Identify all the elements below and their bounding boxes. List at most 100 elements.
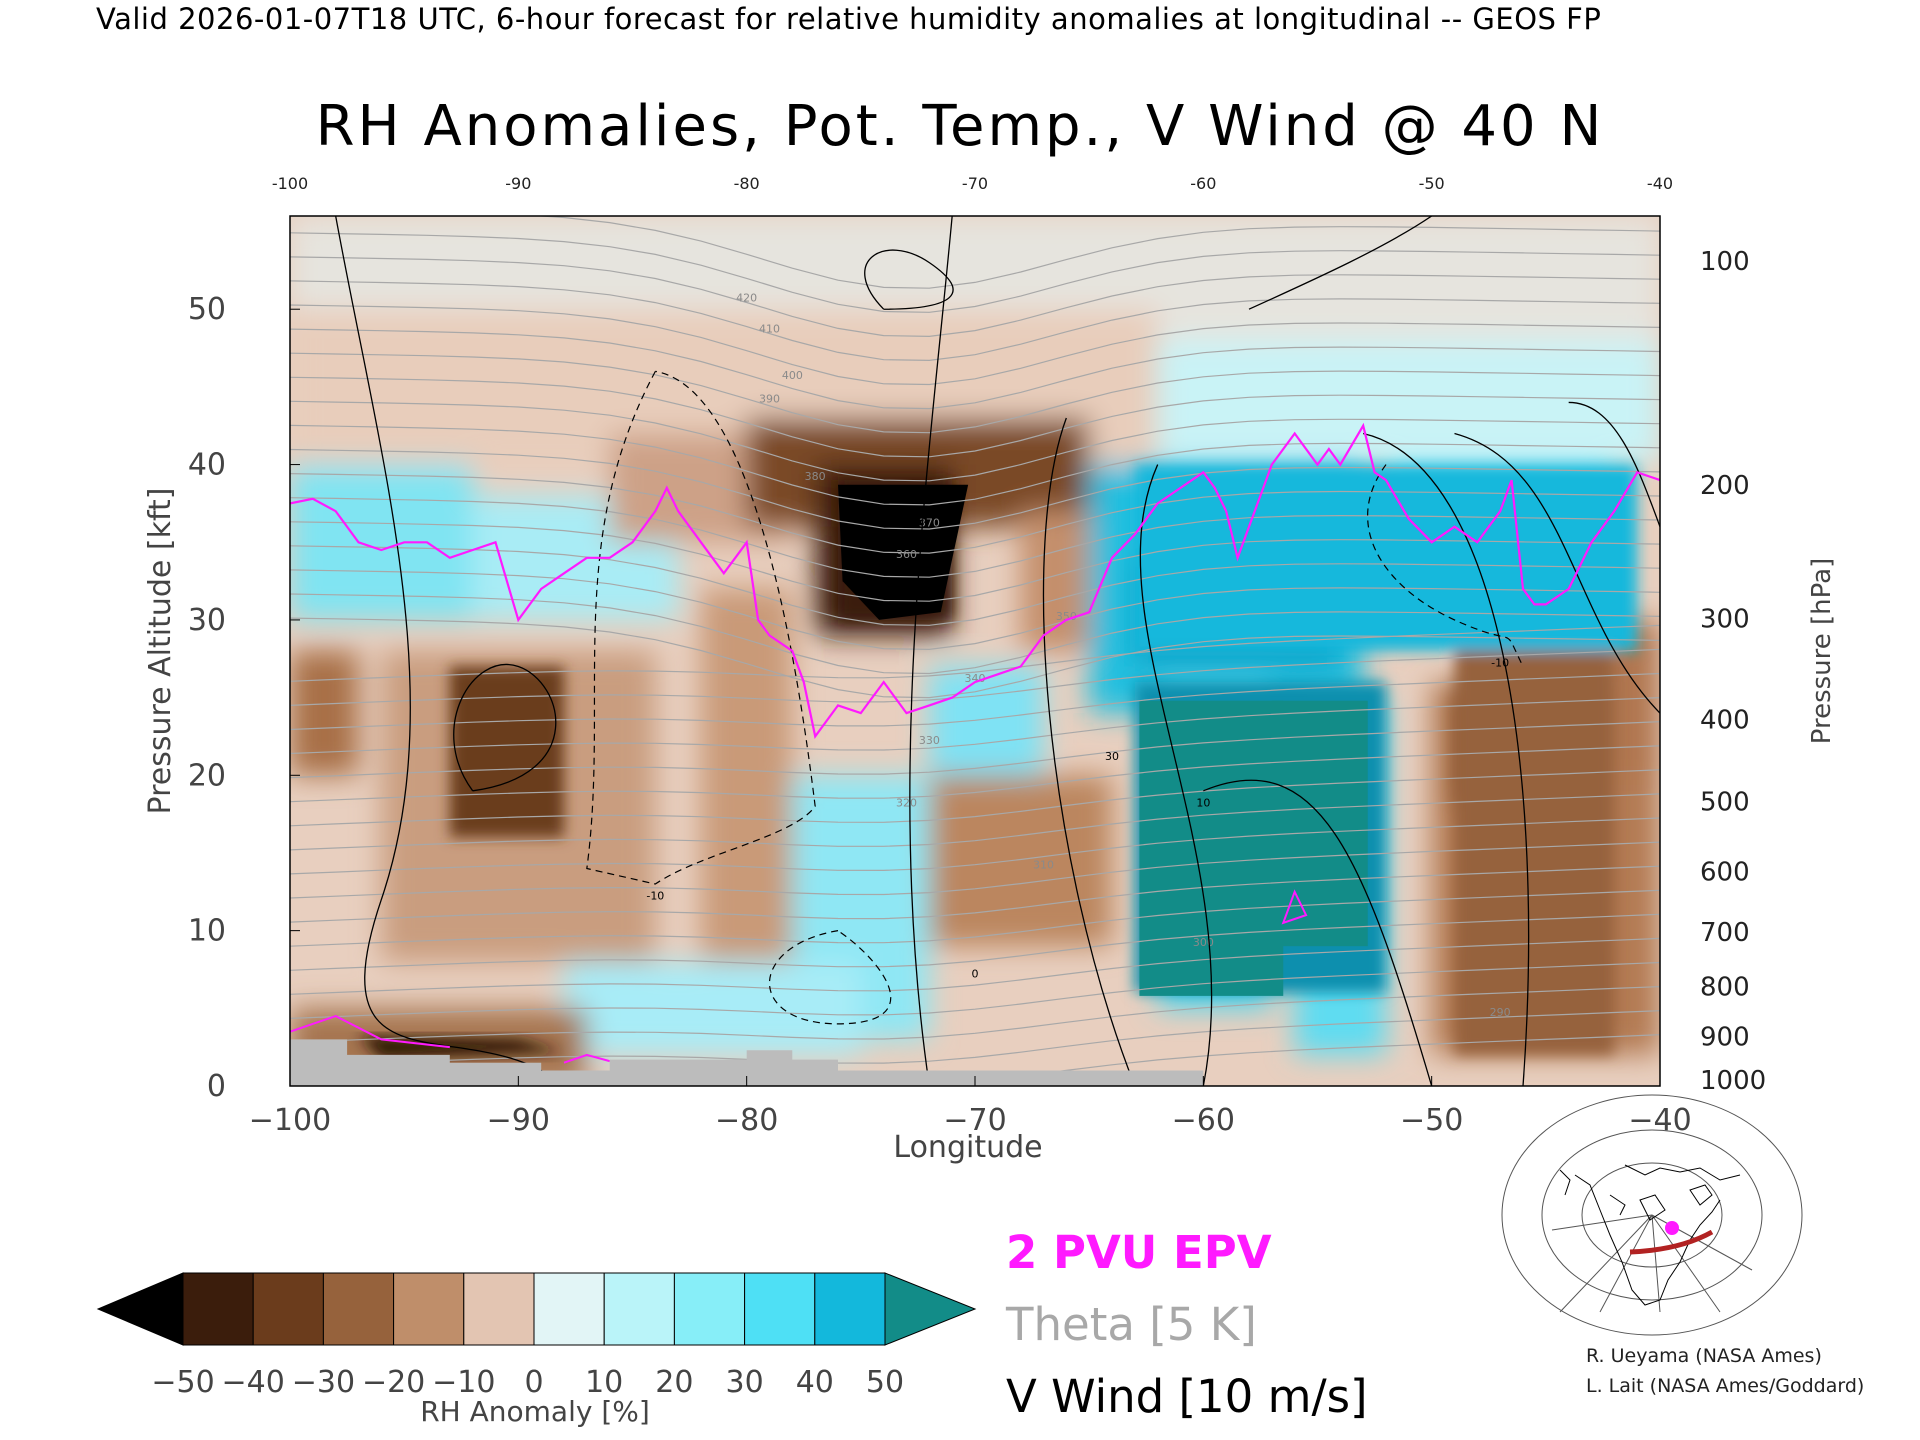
colorbar-tick-label: 30 — [726, 1365, 764, 1400]
v-wind-contour — [864, 249, 954, 310]
pressure-tick-label: 300 — [1700, 604, 1750, 634]
theta-label: 360 — [896, 548, 917, 561]
anomaly-region — [1134, 464, 1638, 651]
theta-contour — [290, 424, 1660, 506]
theta-label: 420 — [736, 291, 757, 304]
x-tick-label: −90 — [487, 1103, 550, 1138]
theta-contour — [290, 841, 1660, 899]
v-wind-label: 30 — [1105, 750, 1119, 763]
credit-ueyama: R. Ueyama (NASA Ames) — [1586, 1345, 1822, 1367]
x-axis: −100 −90 −80 −70 −60 −50 −40 — [249, 1076, 1692, 1138]
theta-contour — [290, 937, 1660, 995]
pressure-tick-label: 100 — [1700, 247, 1750, 277]
y-tick-label: 20 — [188, 758, 226, 793]
colorbar-tick-label: −20 — [362, 1365, 425, 1400]
legend-epv: 2 PVU EPV — [1006, 1226, 1272, 1279]
terrain-mask — [290, 1039, 1204, 1086]
x-top-tick-label: -40 — [1647, 174, 1673, 193]
forecast-header: Valid 2026-01-07T18 UTC, 6-hour forecast… — [96, 2, 1602, 36]
theta-label: 320 — [896, 796, 917, 809]
theta-contours: 2903003103203303403503603703803904004104… — [290, 216, 1660, 1086]
v-wind-label: -10 — [1491, 657, 1509, 670]
theta-contour — [290, 593, 1660, 675]
theta-contour — [290, 521, 1660, 602]
theta-contour — [290, 1010, 1660, 1068]
colorbar-tick-label: −30 — [292, 1365, 355, 1400]
rh-anomaly-field — [290, 216, 1660, 1086]
x-tick-label: −50 — [1400, 1103, 1463, 1138]
y-tick-label: 0 — [207, 1069, 226, 1104]
y-tick-label: 40 — [188, 448, 226, 483]
theta-contour — [290, 497, 1660, 578]
v-wind-label: 0 — [972, 967, 979, 980]
theta-label: 380 — [805, 470, 826, 483]
x-top-tick-label: -100 — [272, 174, 308, 193]
y-axis-altitude: 0 10 20 30 40 50 — [188, 292, 300, 1104]
theta-contour — [290, 256, 1660, 338]
theta-contour — [290, 697, 1660, 755]
theta-label: 290 — [1490, 1006, 1511, 1019]
x-tick-label: −100 — [249, 1103, 331, 1138]
x-top-tick-label: -80 — [734, 174, 760, 193]
theta-contour — [290, 769, 1660, 827]
v-wind-contour — [1203, 779, 1433, 1086]
theta-contour — [290, 672, 1660, 731]
theta-contour — [290, 986, 1660, 1044]
anomaly-region — [449, 666, 564, 838]
theta-contour — [533, 216, 1660, 289]
v-wind-contour-negative — [1367, 464, 1524, 667]
y-tick-label: 50 — [188, 292, 226, 327]
theta-contour — [290, 961, 1660, 1019]
pressure-tick-label: 900 — [1700, 1022, 1750, 1052]
theta-label: 330 — [919, 734, 940, 747]
y2-axis-label: Pressure [hPa] — [1807, 558, 1837, 745]
credit-lait: L. Lait (NASA Ames/Goddard) — [1586, 1375, 1864, 1397]
colorbar-tick-label: 20 — [655, 1365, 693, 1400]
theta-contour — [290, 328, 1660, 410]
colorbar-bin — [533, 1272, 605, 1346]
x-top-tick-label: -90 — [505, 174, 531, 193]
theta-contour — [290, 624, 1660, 682]
locator-map — [1501, 1094, 1803, 1336]
colorbar-bin — [463, 1272, 535, 1346]
pressure-tick-label: 800 — [1700, 973, 1750, 1003]
colorbar-bin — [252, 1272, 324, 1346]
colorbar-tick-label: 40 — [796, 1365, 834, 1400]
colorbar-tick-label: −40 — [222, 1365, 285, 1400]
epv-2pvu-line — [290, 422, 1660, 1064]
v-wind-label: -10 — [646, 890, 664, 903]
theta-contour — [290, 304, 1660, 386]
theta-contour — [290, 793, 1660, 851]
colorbar-tick-label: 50 — [866, 1365, 904, 1400]
theta-label: 340 — [965, 672, 986, 685]
chart-title: RH Anomalies, Pot. Temp., V Wind @ 40 N — [315, 94, 1605, 159]
theta-contour — [290, 400, 1660, 482]
theta-contour — [290, 721, 1660, 779]
theta-label: 400 — [782, 369, 803, 382]
v-wind-contour — [1454, 432, 1660, 714]
x-tick-label: −80 — [715, 1103, 778, 1138]
v-wind-contour-negative — [769, 930, 892, 1025]
terrain — [290, 1039, 1204, 1086]
pressure-tick-label: 1000 — [1700, 1066, 1766, 1096]
v-wind-contour — [335, 216, 565, 1086]
pressure-tick-label: 500 — [1700, 788, 1750, 818]
colorbar-bin — [322, 1272, 395, 1346]
v-wind-contours: 0 10 -10 30 -10 — [335, 216, 1660, 1086]
theta-label: 310 — [1033, 859, 1054, 872]
theta-contour — [290, 648, 1660, 706]
v-wind-contour — [909, 216, 953, 1086]
theta-contour — [290, 280, 1660, 362]
theta-contour — [290, 473, 1660, 554]
epv-low-segment — [563, 1053, 610, 1064]
v-wind-contour — [1568, 401, 1660, 527]
x-axis-label: Longitude — [893, 1130, 1042, 1165]
theta-label: 370 — [919, 517, 940, 530]
anomaly-region — [1454, 651, 1615, 1055]
colorbar-bin — [814, 1272, 886, 1346]
theta-label: 390 — [759, 392, 780, 405]
x-tick-label: −70 — [943, 1103, 1006, 1138]
colorbar-bin — [673, 1272, 746, 1346]
v-wind-contour — [1139, 464, 1213, 1086]
